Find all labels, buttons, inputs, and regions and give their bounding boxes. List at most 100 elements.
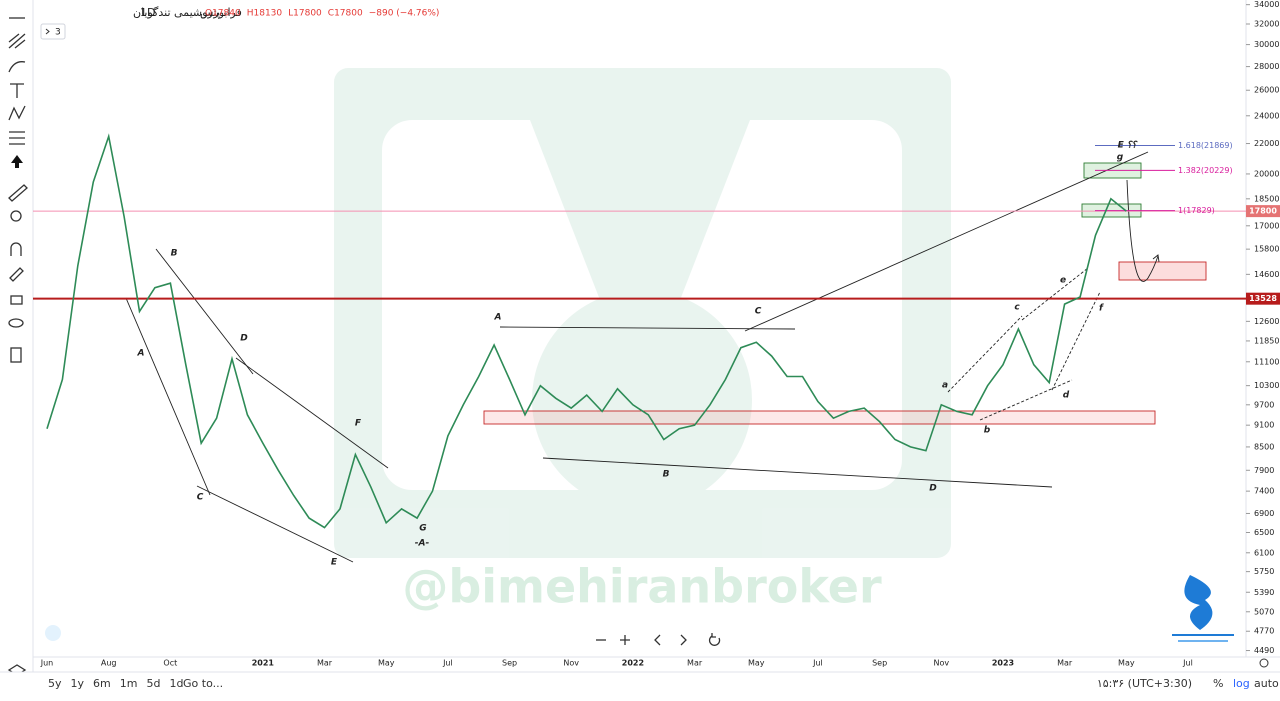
x-tick-label: Sep bbox=[872, 659, 887, 668]
tool-ruler[interactable] bbox=[8, 184, 28, 202]
tool-icons bbox=[7, 17, 28, 676]
chevron-icon bbox=[45, 28, 50, 35]
range-button[interactable]: 5d bbox=[146, 677, 160, 690]
y-tick-label: 34000 bbox=[1254, 0, 1279, 9]
y-tick-label: 4770 bbox=[1254, 627, 1274, 636]
tool-text[interactable] bbox=[10, 83, 24, 98]
y-tick-label: 7400 bbox=[1254, 487, 1274, 496]
y-tick-label: 9700 bbox=[1254, 400, 1274, 409]
y-tick-label: 15800 bbox=[1254, 245, 1279, 254]
y-tick-label: 10300 bbox=[1254, 381, 1279, 390]
settings-button[interactable] bbox=[1259, 658, 1269, 668]
ohlc-value: −890 (−4.76%) bbox=[369, 9, 440, 19]
price-label: 17800 bbox=[1249, 207, 1277, 216]
y-tick-label: 11100 bbox=[1254, 357, 1279, 366]
tool-fib[interactable] bbox=[9, 131, 25, 145]
wave-label: E ؟؟ bbox=[1118, 141, 1138, 151]
x-tick-label: Aug bbox=[101, 659, 117, 668]
channel-line bbox=[1021, 267, 1089, 321]
exchange: فرابورس bbox=[200, 6, 242, 19]
ohlc-value: H18130 bbox=[247, 9, 283, 19]
x-tick-label: 2023 bbox=[992, 659, 1014, 668]
y-tick-label: 14600 bbox=[1254, 270, 1279, 279]
log-toggle[interactable]: log bbox=[1233, 677, 1250, 690]
trend-line bbox=[155, 248, 254, 375]
tool-arrow[interactable] bbox=[11, 155, 23, 168]
auto-toggle[interactable]: auto bbox=[1254, 677, 1279, 690]
tool-eye[interactable] bbox=[8, 318, 24, 328]
x-tick-label: Jul bbox=[812, 659, 823, 668]
y-tick-label: 5070 bbox=[1254, 607, 1274, 616]
wave-label: D bbox=[240, 334, 248, 344]
zoom-in-button[interactable] bbox=[620, 635, 630, 645]
y-tick-label: 11850 bbox=[1254, 336, 1279, 345]
symbol-name: پتروشیمی تندگویان bbox=[133, 6, 220, 19]
y-tick-label: 20000 bbox=[1254, 169, 1279, 178]
tool-pencil-lock[interactable] bbox=[9, 267, 24, 282]
y-tick-label: 18500 bbox=[1254, 194, 1279, 203]
wave-label: c bbox=[1014, 303, 1020, 313]
nav-buttons bbox=[596, 633, 721, 646]
price-line-series bbox=[46, 133, 1127, 529]
y-tick-label: 22000 bbox=[1254, 139, 1279, 148]
wave-label: d bbox=[1063, 391, 1070, 401]
trend-line bbox=[235, 357, 389, 469]
range-button[interactable]: 1y bbox=[71, 677, 85, 690]
forecast-arrow bbox=[1126, 179, 1159, 282]
wave-label: C bbox=[197, 493, 204, 503]
cloud-button[interactable] bbox=[45, 625, 61, 641]
wave-label: E bbox=[331, 558, 338, 568]
scroll-right-button[interactable] bbox=[680, 634, 687, 646]
price-label-bg bbox=[1246, 292, 1280, 305]
support-zone bbox=[483, 410, 1156, 425]
y-tick-label: 28000 bbox=[1254, 62, 1279, 71]
ohlc-value: O17840 bbox=[205, 9, 241, 19]
x-tick-label: May bbox=[1118, 659, 1135, 668]
ohlc-value: L17800 bbox=[288, 9, 322, 19]
indicator-toggle[interactable] bbox=[40, 23, 66, 40]
channel-line bbox=[947, 315, 1023, 393]
x-tick-label: May bbox=[748, 659, 765, 668]
y-tick-label: 5390 bbox=[1254, 588, 1274, 597]
pullback-zone bbox=[1118, 261, 1207, 281]
interval: 1D bbox=[140, 6, 155, 19]
wave-label: A bbox=[494, 313, 502, 323]
range-button[interactable]: 1m bbox=[120, 677, 138, 690]
channel-line bbox=[979, 379, 1073, 421]
tool-trash[interactable] bbox=[10, 347, 22, 363]
wave-label: G bbox=[419, 524, 426, 534]
wave-label: B bbox=[663, 470, 670, 480]
tool-lock[interactable] bbox=[10, 295, 23, 305]
trend-line bbox=[499, 326, 796, 330]
tool-magnet[interactable] bbox=[10, 242, 22, 256]
tool-zoom[interactable] bbox=[10, 210, 22, 222]
x-tick-label: Jul bbox=[1182, 659, 1193, 668]
trend-line bbox=[196, 485, 354, 563]
wave-label: e bbox=[1060, 276, 1066, 286]
x-tick-label: 2022 bbox=[622, 659, 644, 668]
forecast-arrowhead bbox=[1152, 254, 1160, 263]
tool-pattern[interactable] bbox=[8, 105, 26, 121]
y-tick-label: 6900 bbox=[1254, 509, 1274, 518]
y-tick-label: 8500 bbox=[1254, 442, 1274, 451]
ohlc-value: C17800 bbox=[328, 9, 363, 19]
reset-button[interactable] bbox=[708, 633, 721, 646]
tool-brush[interactable] bbox=[8, 61, 26, 73]
watermark-text: @bimehiranbroker bbox=[402, 560, 882, 614]
range-button[interactable]: 6m bbox=[93, 677, 111, 690]
watermark-logo bbox=[334, 68, 951, 558]
range-button[interactable]: 1d bbox=[169, 677, 183, 690]
channel-line bbox=[1051, 291, 1101, 391]
wave-label: F bbox=[355, 419, 362, 429]
wave-label: D bbox=[929, 484, 937, 494]
scroll-left-button[interactable] bbox=[654, 634, 661, 646]
percent-toggle[interactable]: % bbox=[1213, 677, 1223, 690]
y-tick-label: 12600 bbox=[1254, 317, 1279, 326]
range-button[interactable]: 5y bbox=[48, 677, 62, 690]
x-tick-label: Mar bbox=[317, 659, 333, 668]
wave-label: B bbox=[171, 249, 178, 259]
goto-button[interactable]: Go to... bbox=[183, 677, 223, 690]
trend-line bbox=[744, 151, 1149, 332]
tool-trendline[interactable] bbox=[8, 33, 26, 49]
